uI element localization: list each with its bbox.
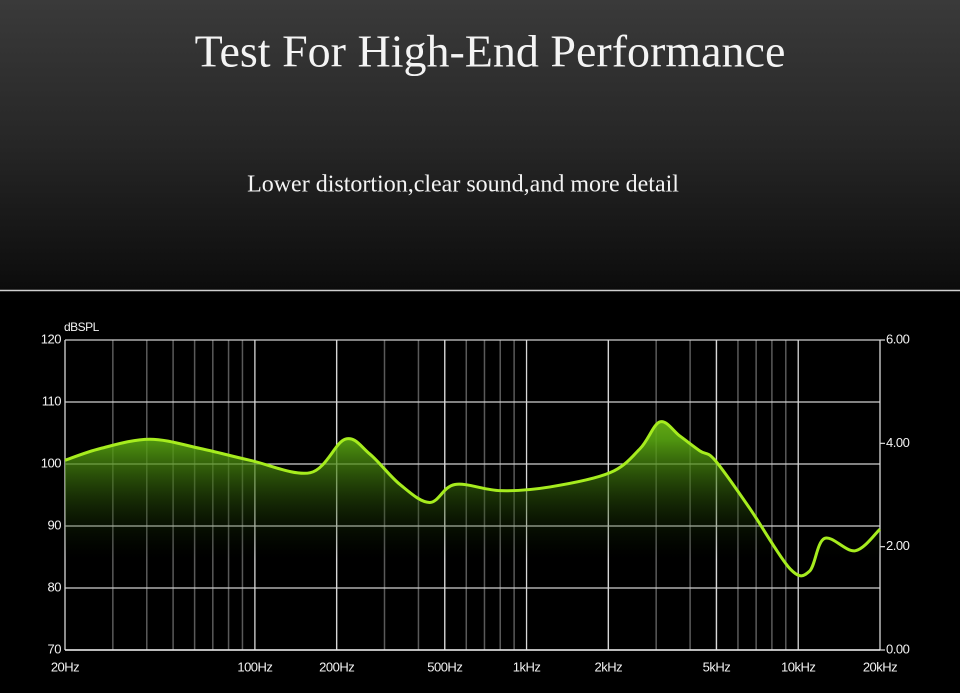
y-tick-label: 110: [42, 393, 61, 408]
x-tick-label: 2kHz: [595, 659, 623, 674]
area-fill: [65, 421, 880, 650]
y2-tick-label: 4.00: [886, 435, 910, 450]
x-tick-label: 100Hz: [237, 659, 272, 674]
y-axis-label: dBSPL: [64, 320, 100, 334]
y-tick-label: 90: [48, 517, 62, 532]
y2-tick-label: 0.00: [886, 641, 910, 656]
y2-tick-label: 6.00: [886, 331, 910, 346]
y2-tick-label: 2.00: [886, 538, 910, 553]
chart-subtitle: Lower distortion,clear sound,and more de…: [247, 172, 679, 198]
chart-title: Test For High-End Performance: [195, 26, 786, 77]
y-tick-label: 100: [41, 455, 61, 470]
x-tick-label: 1kHz: [513, 659, 541, 674]
x-tick-label: 500Hz: [427, 659, 462, 674]
y-tick-label: 120: [41, 331, 61, 346]
y-tick-label: 80: [48, 579, 62, 594]
x-tick-label: 20Hz: [51, 659, 79, 674]
y-tick-label: 70: [48, 641, 62, 656]
header-background: [0, 0, 960, 290]
x-tick-label: 10kHz: [781, 659, 815, 674]
x-tick-label: 20kHz: [863, 659, 897, 674]
x-tick-label: 5kHz: [703, 659, 731, 674]
line: [64, 420, 882, 578]
x-tick-label: 200Hz: [319, 659, 354, 674]
